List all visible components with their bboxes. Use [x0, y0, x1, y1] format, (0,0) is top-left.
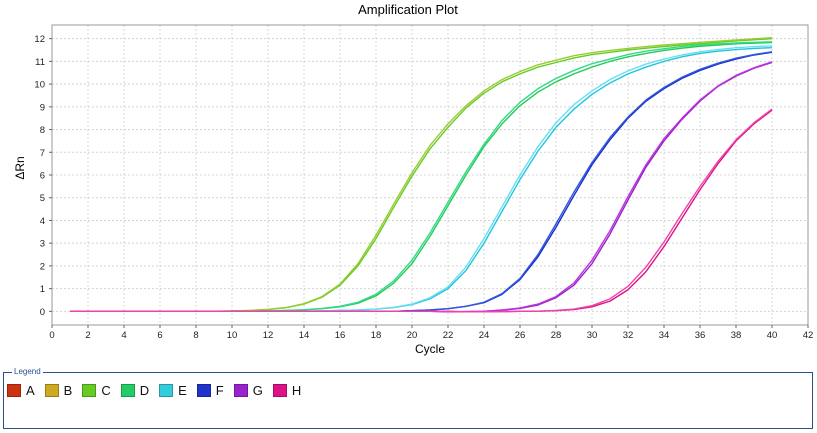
x-tick-label: 0: [49, 330, 54, 341]
y-tick-label: 11: [35, 57, 45, 68]
x-tick-label: 36: [695, 330, 706, 341]
legend-label: A: [26, 383, 35, 398]
legend-swatch: [82, 384, 97, 397]
x-tick-label: 2: [85, 330, 90, 341]
x-tick-label: 12: [263, 330, 274, 341]
y-tick-label: 6: [40, 171, 45, 182]
legend-swatch: [272, 384, 287, 397]
legend-swatch: [233, 384, 248, 397]
series-line-10: [70, 61, 773, 313]
axis-ticks: 0 2 4 6 8 10 12 14 16 18 20 22 24 26 28 30 32 34 36 38 40 420…: [34, 34, 813, 341]
legend-swatch: [7, 384, 21, 397]
y-tick-label: 1: [40, 284, 45, 295]
legend-label: C: [101, 383, 111, 398]
x-tick-label: 26: [515, 330, 526, 341]
x-tick-label: 4: [121, 330, 126, 341]
x-tick-label: 22: [443, 330, 454, 341]
legend-item-e[interactable]: E: [159, 383, 187, 398]
series-line-7: [70, 51, 773, 313]
x-tick-label: 24: [479, 330, 490, 341]
x-tick-label: 34: [659, 330, 670, 341]
y-tick-label: 12: [34, 34, 45, 45]
legend-item-f[interactable]: F: [196, 383, 224, 398]
y-tick-label: 8: [40, 125, 45, 136]
series-line-4: [70, 41, 773, 313]
legend-title: Legend: [12, 366, 43, 378]
x-tick-label: 28: [551, 330, 562, 341]
y-tick-label: 7: [40, 148, 45, 159]
x-tick-label: 40: [767, 330, 778, 341]
series-line-11: [70, 109, 773, 313]
chart-title: Amplification Plot: [358, 2, 458, 17]
legend-label: B: [63, 383, 73, 398]
legend-label: F: [215, 383, 224, 398]
x-tick-label: 10: [227, 330, 238, 341]
legend-swatch: [196, 384, 211, 397]
y-tick-label: 9: [40, 102, 45, 113]
x-tick-label: 14: [299, 330, 310, 341]
y-axis-label: ΔRn: [13, 156, 27, 179]
y-tick-label: 3: [40, 239, 45, 250]
legend-label: E: [178, 383, 187, 398]
x-tick-label: 38: [731, 330, 742, 341]
legend-label: D: [139, 383, 150, 398]
y-tick-label: 0: [40, 307, 45, 318]
legend-item-b[interactable]: B: [44, 383, 73, 398]
y-tick-label: 5: [40, 193, 45, 204]
series-line-3: [70, 41, 773, 313]
legend-items: A B C D E F G H: [7, 383, 311, 398]
legend-panel: Legend A B C D E F G H: [3, 366, 813, 429]
legend-swatch: [44, 384, 59, 397]
x-tick-label: 18: [371, 330, 382, 341]
legend-item-g[interactable]: G: [233, 383, 263, 398]
x-tick-label: 30: [587, 330, 598, 341]
legend-label: H: [291, 383, 302, 398]
series-lines: [70, 37, 773, 313]
legend-item-a[interactable]: A: [7, 383, 35, 398]
legend-swatch: [120, 384, 135, 397]
series-line-9: [70, 61, 773, 313]
x-tick-label: 16: [335, 330, 346, 341]
y-tick-label: 10: [34, 80, 45, 91]
x-tick-label: 20: [407, 330, 418, 341]
legend-label: G: [252, 383, 263, 398]
legend-item-c[interactable]: C: [82, 383, 111, 398]
series-line-8: [70, 51, 773, 313]
y-tick-label: 4: [40, 216, 45, 227]
legend-swatch: [159, 384, 174, 397]
y-tick-label: 2: [40, 261, 45, 272]
grid-lines: [52, 25, 808, 325]
x-tick-label: 32: [623, 330, 634, 341]
x-tick-label: 6: [157, 330, 162, 341]
series-line-12: [70, 108, 773, 313]
x-tick-label: 42: [803, 330, 814, 341]
amplification-chart: Amplification Plot 0 2 4 6 8 10 12 14 16 18 20 22 24…: [13, 2, 813, 356]
x-tick-label: 8: [193, 330, 198, 341]
x-axis-label: Cycle: [415, 342, 445, 356]
legend-item-h[interactable]: H: [272, 383, 302, 398]
legend-item-d[interactable]: D: [120, 383, 150, 398]
